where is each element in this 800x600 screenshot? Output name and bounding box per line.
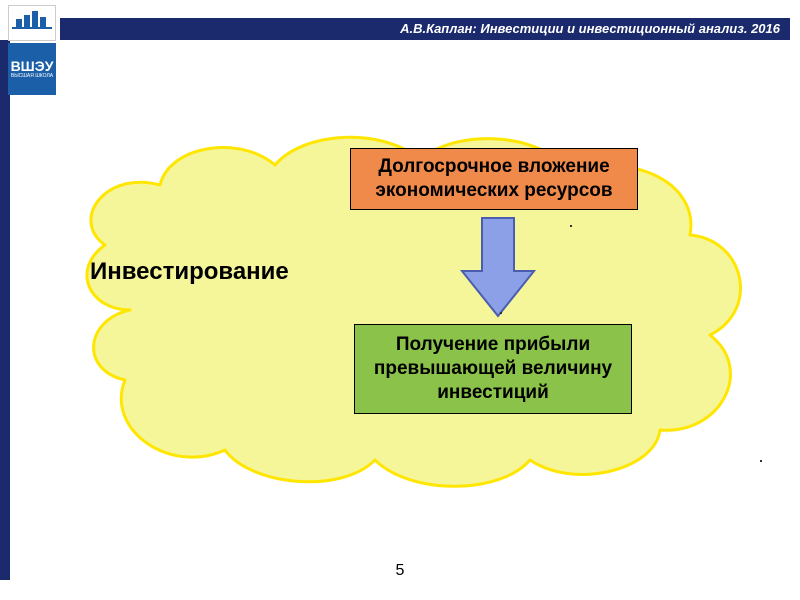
arrow-down-icon bbox=[460, 216, 536, 321]
logo-block: ВШЭУ ВЫСШАЯ ШКОЛА bbox=[8, 5, 56, 95]
node-box1-text: Долгосрочное вложение экономических ресу… bbox=[357, 155, 631, 203]
node-box2-text: Получение прибыли превышающей величину и… bbox=[361, 333, 625, 404]
logo-bottom-label: ВШЭУ bbox=[11, 59, 54, 74]
stray-dot bbox=[760, 460, 762, 462]
logo-top bbox=[8, 5, 56, 41]
stray-dot bbox=[500, 312, 502, 314]
header-text: А.В.Каплан: Инвестиции и инвестиционный … bbox=[400, 21, 780, 36]
header-bar: А.В.Каплан: Инвестиции и инвестиционный … bbox=[60, 18, 790, 40]
page-number: 5 bbox=[396, 562, 405, 580]
logo-bottom: ВШЭУ ВЫСШАЯ ШКОЛА bbox=[8, 43, 56, 95]
logo-bottom-subtitle: ВЫСШАЯ ШКОЛА bbox=[11, 74, 53, 79]
node-box1: Долгосрочное вложение экономических ресу… bbox=[350, 148, 638, 210]
main-title: Инвестирование bbox=[90, 258, 289, 286]
stray-dot bbox=[570, 225, 572, 227]
node-box2: Получение прибыли превышающей величину и… bbox=[354, 324, 632, 414]
